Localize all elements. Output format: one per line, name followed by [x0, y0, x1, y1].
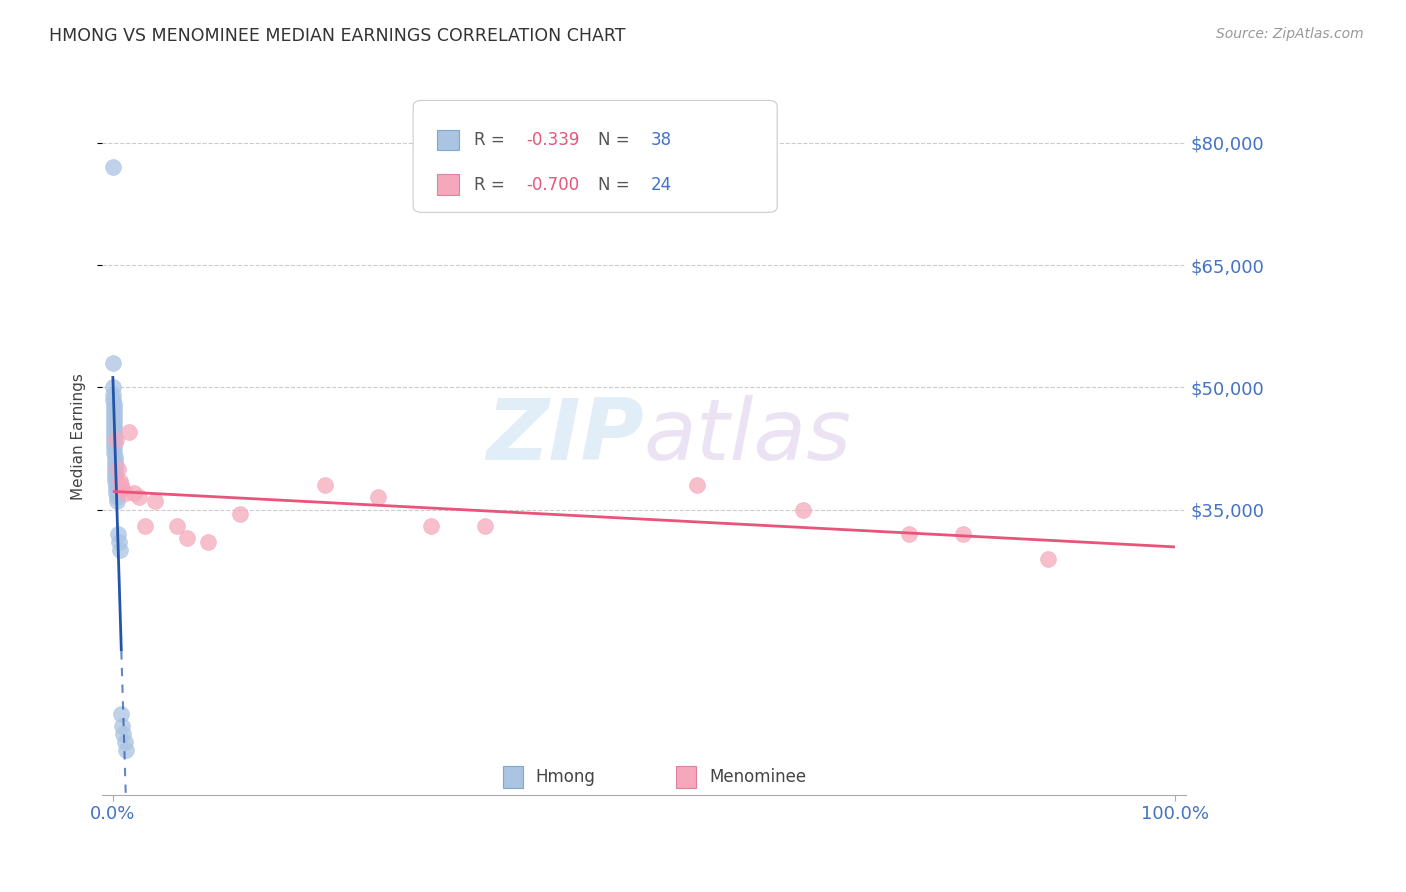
- Point: [103, 397, 125, 411]
- Point: [367, 491, 389, 505]
- Point: [101, 160, 124, 174]
- Text: HMONG VS MENOMINEE MEDIAN EARNINGS CORRELATION CHART: HMONG VS MENOMINEE MEDIAN EARNINGS CORRE…: [49, 27, 626, 45]
- Text: 24: 24: [651, 176, 672, 194]
- Point: [792, 502, 814, 516]
- Point: [103, 425, 125, 440]
- Point: [110, 543, 132, 558]
- Point: [104, 466, 127, 480]
- Point: [111, 719, 134, 733]
- Text: R =: R =: [474, 131, 510, 149]
- Point: [103, 442, 125, 456]
- Point: [114, 735, 136, 749]
- Point: [105, 491, 128, 505]
- Point: [105, 482, 128, 496]
- Point: [103, 437, 125, 451]
- Text: Hmong: Hmong: [536, 768, 596, 786]
- Text: R =: R =: [474, 176, 510, 194]
- Text: -0.700: -0.700: [526, 176, 579, 194]
- Point: [420, 519, 443, 533]
- Bar: [437, 130, 458, 151]
- Text: Menominee: Menominee: [709, 768, 806, 786]
- Point: [104, 458, 127, 472]
- Point: [1036, 551, 1059, 566]
- Point: [103, 409, 125, 423]
- Point: [107, 527, 129, 541]
- Point: [474, 519, 496, 533]
- Point: [103, 445, 125, 459]
- Point: [114, 486, 136, 500]
- Point: [103, 388, 125, 402]
- Point: [101, 356, 124, 370]
- Point: [229, 507, 252, 521]
- Point: [122, 486, 145, 500]
- Point: [103, 392, 125, 407]
- Point: [108, 535, 131, 549]
- Point: [110, 706, 132, 721]
- Text: Source: ZipAtlas.com: Source: ZipAtlas.com: [1216, 27, 1364, 41]
- Point: [104, 453, 127, 467]
- Y-axis label: Median Earnings: Median Earnings: [72, 373, 86, 500]
- Point: [104, 462, 127, 476]
- Point: [314, 478, 336, 492]
- Text: 38: 38: [651, 131, 672, 149]
- Text: -0.339: -0.339: [526, 131, 579, 149]
- Point: [104, 470, 127, 484]
- Point: [103, 421, 125, 435]
- Point: [105, 478, 128, 492]
- Point: [103, 434, 125, 448]
- Point: [166, 519, 188, 533]
- FancyBboxPatch shape: [413, 101, 778, 212]
- Bar: [503, 766, 523, 788]
- Text: N =: N =: [599, 131, 636, 149]
- Point: [112, 727, 135, 741]
- Point: [118, 425, 141, 440]
- Point: [686, 478, 709, 492]
- Bar: [676, 766, 696, 788]
- Point: [110, 478, 132, 492]
- Point: [110, 474, 132, 488]
- Point: [103, 401, 125, 415]
- Point: [104, 450, 127, 464]
- Point: [103, 429, 125, 443]
- Point: [104, 474, 127, 488]
- Point: [898, 527, 921, 541]
- Point: [103, 413, 125, 427]
- Point: [107, 462, 129, 476]
- Point: [103, 417, 125, 431]
- Point: [103, 405, 125, 419]
- Point: [105, 494, 128, 508]
- Bar: [437, 175, 458, 194]
- Point: [952, 527, 974, 541]
- Point: [103, 380, 125, 394]
- Text: N =: N =: [599, 176, 636, 194]
- Point: [134, 519, 156, 533]
- Point: [176, 531, 198, 545]
- Point: [105, 486, 128, 500]
- Point: [197, 535, 219, 549]
- Text: atlas: atlas: [644, 395, 852, 478]
- Point: [143, 494, 166, 508]
- Point: [128, 491, 150, 505]
- Point: [105, 434, 128, 448]
- Point: [111, 482, 134, 496]
- Point: [114, 743, 136, 757]
- Text: ZIP: ZIP: [486, 395, 644, 478]
